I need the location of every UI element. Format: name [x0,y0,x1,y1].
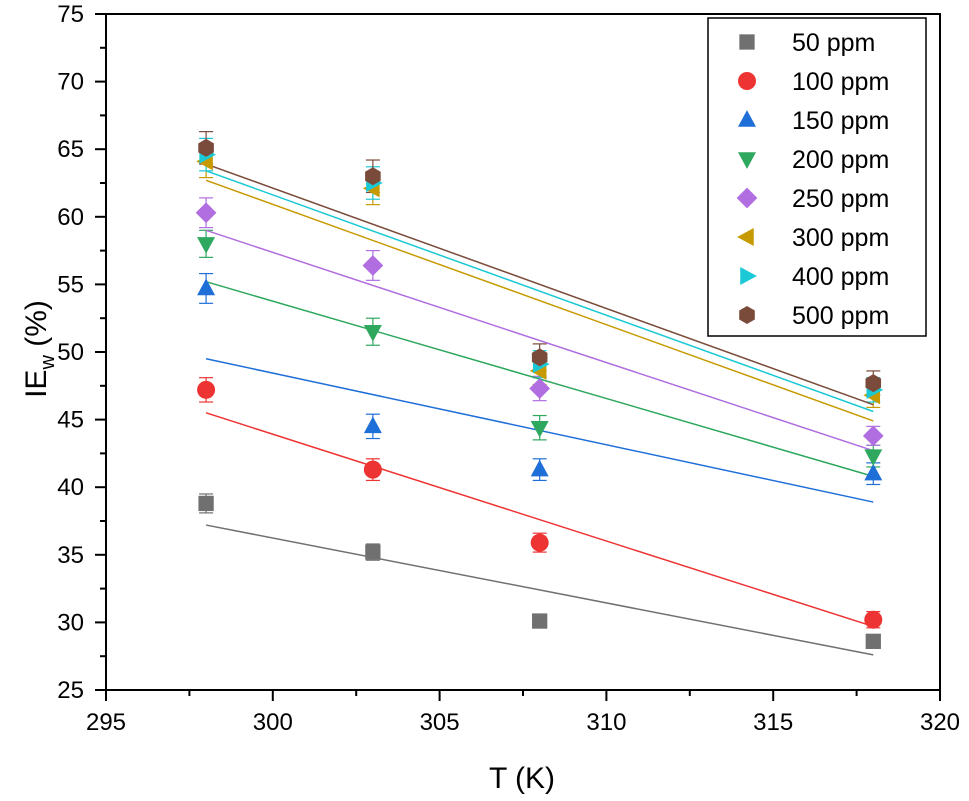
data-point [197,380,216,399]
y-axis-title-subscript: w [37,355,59,371]
y-tick-label: 50 [57,339,84,366]
data-point [362,255,384,276]
fit-line [205,179,874,422]
data-point [363,416,382,434]
legend-box [707,17,927,337]
legend-marker [737,228,754,246]
legend-label: 50 ppm [792,29,875,57]
x-tick-label: 295 [86,709,126,736]
y-tick-label: 45 [57,407,84,434]
y-tick-label: 40 [57,474,84,501]
data-point [862,425,884,447]
data-point [865,633,881,649]
fit-line [205,524,874,656]
fit-line [205,163,874,406]
x-tick-label: 320 [920,709,960,736]
data-point [365,167,381,186]
data-point [198,138,214,157]
y-axis-title: IEw (%) [20,300,59,398]
y-tick-label: 25 [57,677,84,704]
y-tick-label: 75 [57,1,84,28]
y-tick-label: 30 [57,609,84,636]
data-point [195,202,217,224]
legend-marker [738,110,756,127]
y-axis-title-suffix: (%) [20,300,53,355]
data-point [530,459,549,477]
data-point [365,544,381,560]
data-point [529,378,551,399]
data-point [197,278,216,296]
x-axis-title: T (K) [489,762,555,795]
legend-label: 400 ppm [792,263,889,291]
data-points [195,138,884,649]
x-tick-label: 310 [586,709,626,736]
data-point [864,449,883,467]
data-point [865,374,882,393]
axis-ticks: 295 300 305 310 315 320 25 30 35 40 45 50 55 60 65 70 75 [57,1,960,736]
fit-line [205,229,874,452]
y-tick-label: 35 [57,542,84,569]
y-axis-title-main: IE [20,370,53,398]
data-point [531,348,548,367]
legend-marker [736,187,758,209]
data-point [198,495,214,512]
legend-label: 500 ppm [792,302,889,330]
data-point [363,324,382,342]
data-point [197,237,216,254]
legend: 50 ppm 100 ppm 150 ppm 200 ppm 250 ppm 300 pp… [707,17,927,337]
x-tick-label: 300 [253,709,293,736]
legend-marker [738,152,756,169]
data-point [532,613,548,629]
data-point [530,533,549,552]
legend-label: 100 ppm [792,68,889,96]
x-tick-label: 315 [753,709,793,736]
data-point [864,463,883,481]
y-tick-label: 60 [57,204,84,231]
legend-marker [740,267,757,285]
legend-label: 250 ppm [792,185,889,213]
legend-label: 300 ppm [792,224,889,252]
data-point [864,610,883,629]
legend-label: 200 ppm [792,146,889,174]
fit-line [205,412,874,628]
data-point [363,460,382,479]
legend-label: 150 ppm [792,107,889,135]
fit-line [205,170,874,413]
y-tick-label: 70 [57,69,84,96]
fit-lines [205,163,874,656]
data-point [530,420,549,438]
legend-marker [739,34,755,50]
legend-marker [738,72,756,90]
x-tick-label: 305 [420,709,460,736]
legend-marker [739,306,755,324]
y-tick-label: 55 [57,271,84,298]
y-tick-label: 65 [57,136,84,163]
